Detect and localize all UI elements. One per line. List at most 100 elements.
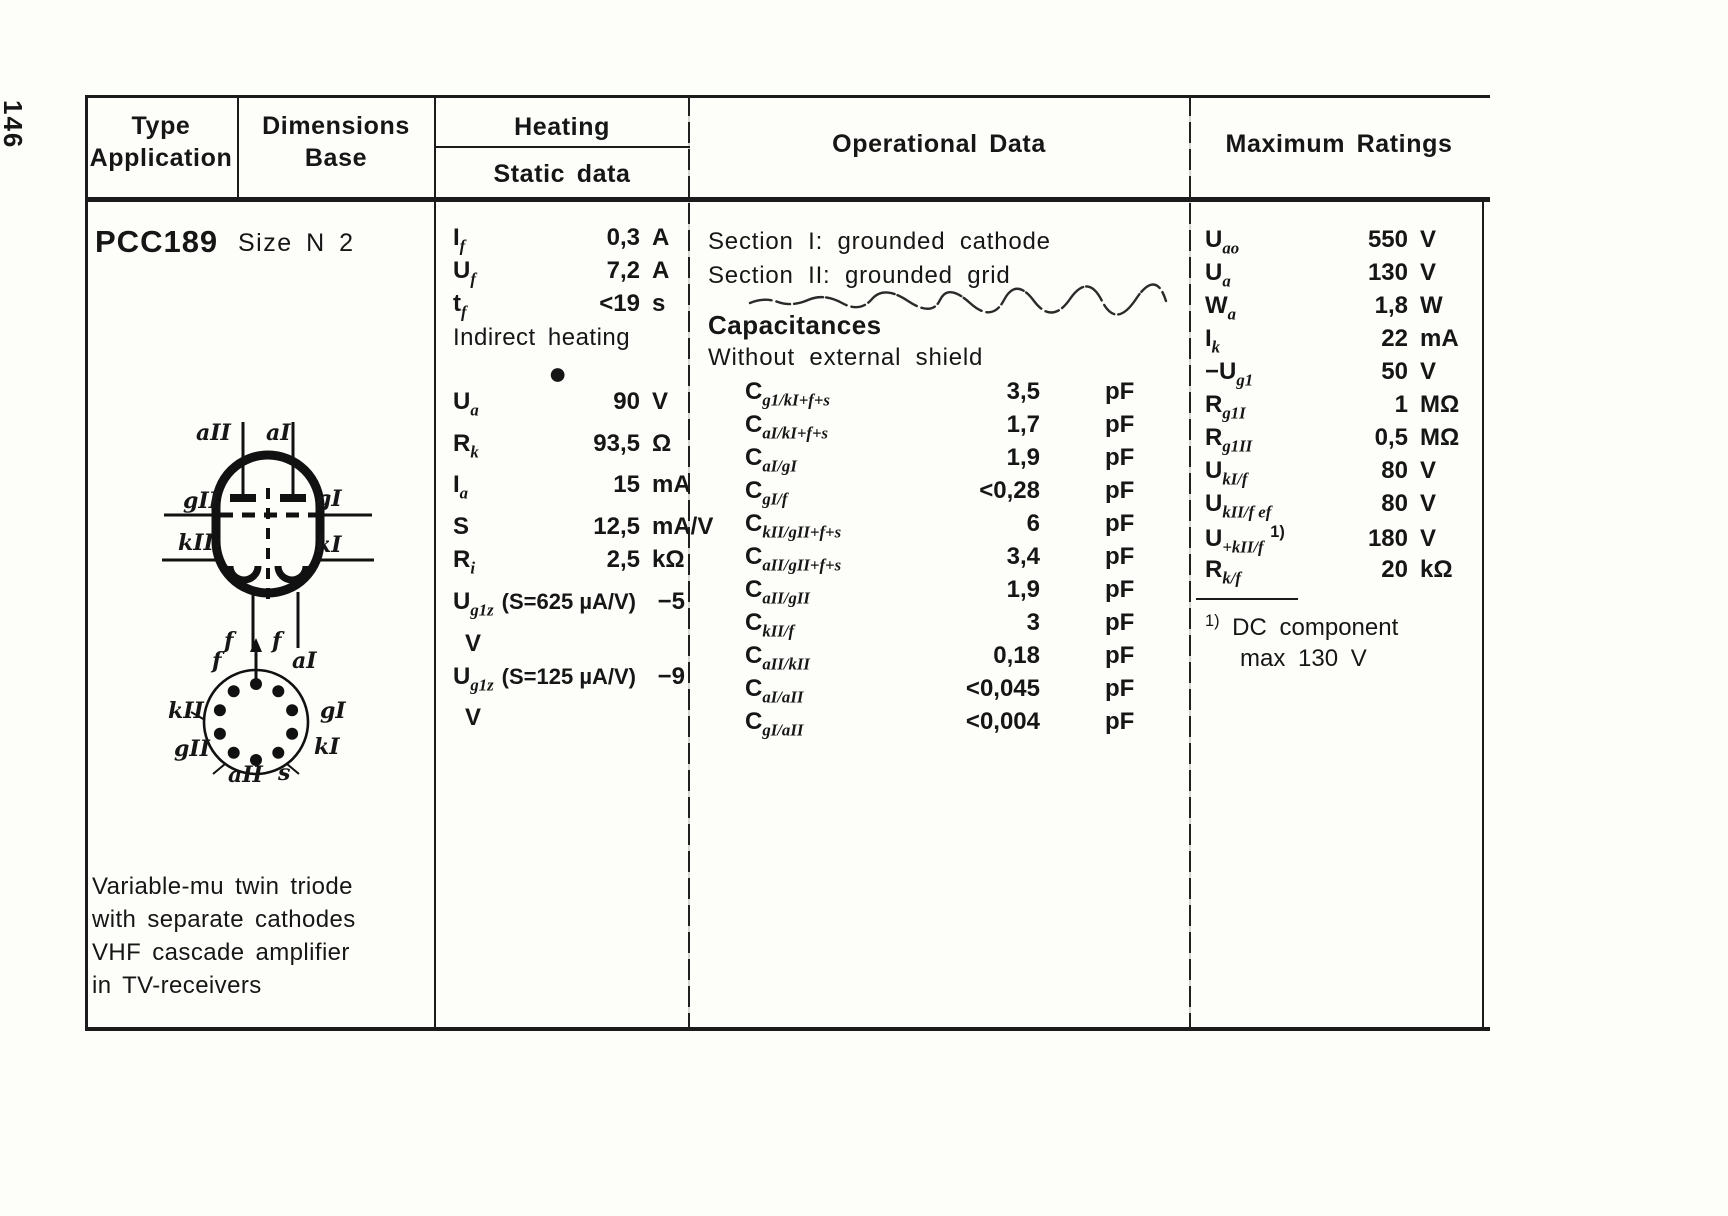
capacitance-symbol: CaII/gII [745, 576, 810, 608]
capacitance-row: CaI/kI+f+s 1,7 pF [705, 411, 1183, 444]
capacitance-symbol: CkII/gII+f+s [745, 510, 842, 542]
capacitance-row: CaI/aII <0,045 pF [705, 675, 1183, 708]
capacitance-value: 1,7 [1006, 411, 1040, 438]
max-rating-value: 130 [1367, 259, 1408, 286]
capacitance-value: 3,4 [1006, 543, 1040, 570]
max-rating-symbol: U+kII/f 1) [1205, 523, 1285, 557]
pinout-label-grid2: gII [174, 736, 210, 762]
heating-row: If 0,3 A [453, 224, 685, 257]
footnote-line2: max 130 V [1240, 645, 1367, 672]
heating-value: 0,3 [606, 224, 640, 251]
heating-value: 7,2 [606, 257, 640, 284]
heating-value: <19 [599, 290, 640, 317]
base-pinout-diagram [190, 638, 310, 776]
max-rating-unit: V [1420, 490, 1437, 517]
divider-type-dimensions [237, 95, 239, 197]
max-rating-unit: V [1420, 226, 1437, 253]
capacitance-unit: pF [1105, 576, 1135, 603]
heating-symbol: tf [453, 290, 467, 322]
capacitance-row: CaII/gII 1,9 pF [705, 576, 1183, 609]
static-data-row: Ug1z (S=625 µA/V) −5 V [453, 585, 685, 660]
capacitance-unit: pF [1105, 510, 1135, 537]
tube-description: Variable-mu twin triode with separate cat… [92, 870, 356, 1002]
table-border-bottom [85, 1027, 1490, 1031]
heating-row: tf <19 s [453, 290, 685, 323]
capacitances-title: Capacitances [708, 310, 882, 340]
header-application: Application [89, 144, 233, 172]
max-rating-value: 80 [1381, 490, 1408, 517]
capacitance-symbol: CaII/gII+f+s [745, 543, 842, 575]
capacitance-unit: pF [1105, 609, 1135, 636]
capacitance-symbol: CaII/kII [745, 642, 810, 674]
static-unit: mA/V [652, 513, 714, 541]
max-rating-row: UkI/f 80 V [1205, 457, 1480, 490]
tube-description-line: in TV-receivers [92, 972, 262, 999]
tube-size: Size N 2 [238, 229, 355, 257]
schematic-label-filament-right: f [272, 628, 282, 654]
schematic-label-anode2: aII [196, 420, 231, 446]
static-unit: Ω [652, 429, 672, 457]
max-rating-symbol: Ua [1205, 259, 1231, 291]
max-rating-unit: MΩ [1420, 391, 1460, 418]
static-symbol: Ug1z [453, 662, 494, 695]
static-value: 15 [613, 471, 640, 499]
header-static-data: Static data [493, 160, 631, 188]
static-value: 2,5 [606, 546, 640, 574]
static-data-row: Ri 2,5 kΩ [453, 543, 685, 585]
capacitance-row: CkII/gII+f+s 6 pF [705, 510, 1183, 543]
max-rating-value: 1,8 [1374, 292, 1408, 319]
squiggle-underline [748, 283, 1168, 316]
max-rating-unit: kΩ [1420, 556, 1453, 583]
pinout-label-grid1: gI [320, 698, 346, 724]
max-rating-row: Ua 130 V [1205, 259, 1480, 292]
capacitance-row: CkII/f 3 pF [705, 609, 1183, 642]
heating-unit: s [652, 290, 666, 317]
capacitance-row: Cg1/kI+f+s 3,5 pF [705, 378, 1183, 411]
capacitances-subtitle: Without external shield [708, 344, 984, 371]
capacitance-unit: pF [1105, 675, 1135, 702]
max-rating-value: 50 [1381, 358, 1408, 385]
tube-type: PCC189 [95, 224, 219, 259]
static-value: 90 [613, 388, 640, 415]
max-rating-unit: V [1420, 524, 1437, 552]
tube-schematic-diagram [162, 422, 374, 648]
capacitance-unit: pF [1105, 708, 1135, 735]
capacitance-value: <0,004 [965, 708, 1040, 735]
tube-description-line: VHF cascade amplifier [92, 939, 350, 966]
section2-text: Section II: grounded grid [708, 262, 1011, 289]
header-maximum-ratings: Maximum Ratings [1225, 130, 1453, 158]
static-symbol: Ua [453, 388, 479, 420]
table-border-left [85, 95, 88, 1031]
static-unit: kΩ [652, 546, 685, 574]
capacitance-row: CaII/kII 0,18 pF [705, 642, 1183, 675]
max-rating-symbol: Rg1II [1205, 424, 1253, 456]
max-rating-value: 20 [1381, 556, 1408, 583]
capacitance-symbol: CgI/f [745, 477, 788, 509]
static-value: 12,5 [593, 513, 640, 541]
max-rating-symbol: UkI/f [1205, 457, 1248, 489]
header-base: Base [304, 144, 368, 172]
capacitance-unit: pF [1105, 642, 1135, 669]
max-rating-value: 0,5 [1374, 424, 1408, 451]
static-data-rows: Ua 90 V Rk 93,5 Ω Ia 15 mA S [453, 385, 714, 734]
max-rating-value: 550 [1367, 226, 1408, 253]
divider-operational-ratings [1189, 95, 1191, 1031]
max-rating-symbol: Rk/f [1205, 556, 1241, 588]
table-border-right [1482, 197, 1484, 1031]
max-rating-row: Rg1II 0,5 MΩ [1205, 424, 1480, 457]
header-type: Type [131, 112, 191, 140]
static-symbol: Rk [453, 429, 479, 462]
static-data-row: Ua 90 V [453, 385, 685, 427]
tube-description-line: with separate cathodes [92, 906, 356, 933]
header-dimensions: Dimensions [262, 112, 410, 140]
schematic-label-filament-left: f [224, 628, 234, 654]
capacitance-symbol: Cg1/kI+f+s [745, 378, 830, 410]
capacitance-row: CgI/f <0,28 pF [705, 477, 1183, 510]
static-value: −5 [657, 587, 685, 615]
capacitance-symbol: CgI/aII [745, 708, 804, 740]
pinout-label-cathode1: kI [314, 734, 340, 760]
max-rating-symbol: UkII/f ef [1205, 490, 1272, 522]
capacitance-symbol: CaI/gI [745, 444, 797, 476]
max-rating-unit: V [1420, 457, 1437, 484]
